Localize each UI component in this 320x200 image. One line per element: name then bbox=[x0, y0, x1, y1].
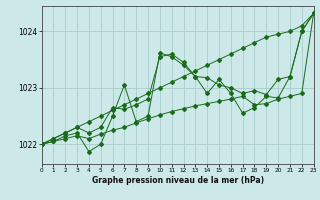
X-axis label: Graphe pression niveau de la mer (hPa): Graphe pression niveau de la mer (hPa) bbox=[92, 176, 264, 185]
